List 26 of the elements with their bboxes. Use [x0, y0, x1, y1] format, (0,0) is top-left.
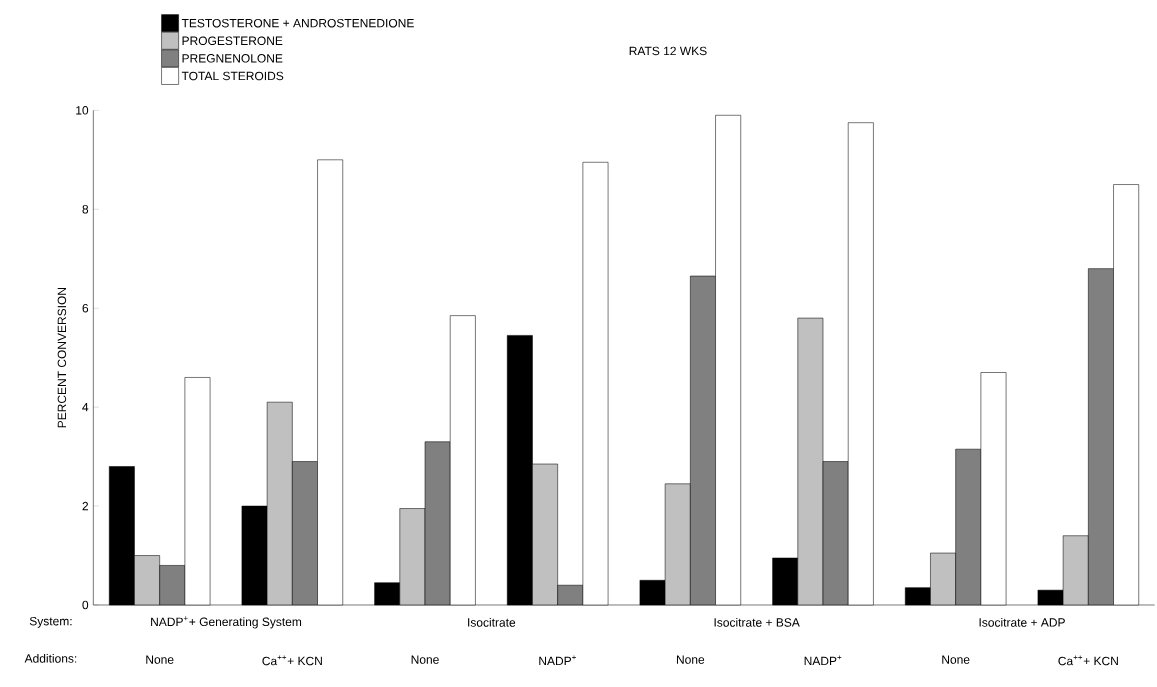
legend-label: PREGNENOLONE: [182, 54, 283, 63]
y-tick-label: 2: [82, 501, 89, 511]
y-tick-label: 4: [82, 403, 89, 412]
text: Additions:: [24, 653, 77, 663]
y-axis-title: PERCENT CONVERSION: [57, 287, 67, 428]
text: Isocitrate: [468, 617, 516, 627]
text: NADP$^{+}$+ Generating System: [151, 616, 302, 629]
y-tick-label: 10: [76, 106, 89, 115]
chart-title: RATS 12 WKS: [629, 46, 707, 56]
x-tick-label: NADP$^{+}$: [539, 655, 576, 666]
text: Isocitrate + BSA: [714, 617, 800, 627]
x-tick-label: Ca$^{++}$+ KCN: [262, 655, 322, 666]
legend-label: TESTOSTERONE + ANDROSTENEDIONE: [181, 18, 414, 28]
x-tick-label: NADP$^{+}$: [804, 655, 842, 666]
x-tick-label: None: [411, 655, 439, 664]
text: Isocitrate + ADP: [979, 617, 1065, 627]
x-tick-label: Ca$^{++}$+ KCN: [1058, 655, 1118, 666]
legend-label: TOTAL STEROIDS: [181, 71, 284, 81]
text: System:: [29, 616, 72, 628]
x-tick-label: None: [942, 655, 970, 664]
x-tick-label: None: [676, 655, 705, 664]
y-tick-label: 6: [82, 303, 89, 313]
y-tick-label: 8: [82, 205, 89, 214]
legend-label: PROGESTERONE: [182, 36, 283, 46]
x-tick-label: None: [146, 655, 174, 664]
y-tick-label: 0: [82, 600, 89, 610]
